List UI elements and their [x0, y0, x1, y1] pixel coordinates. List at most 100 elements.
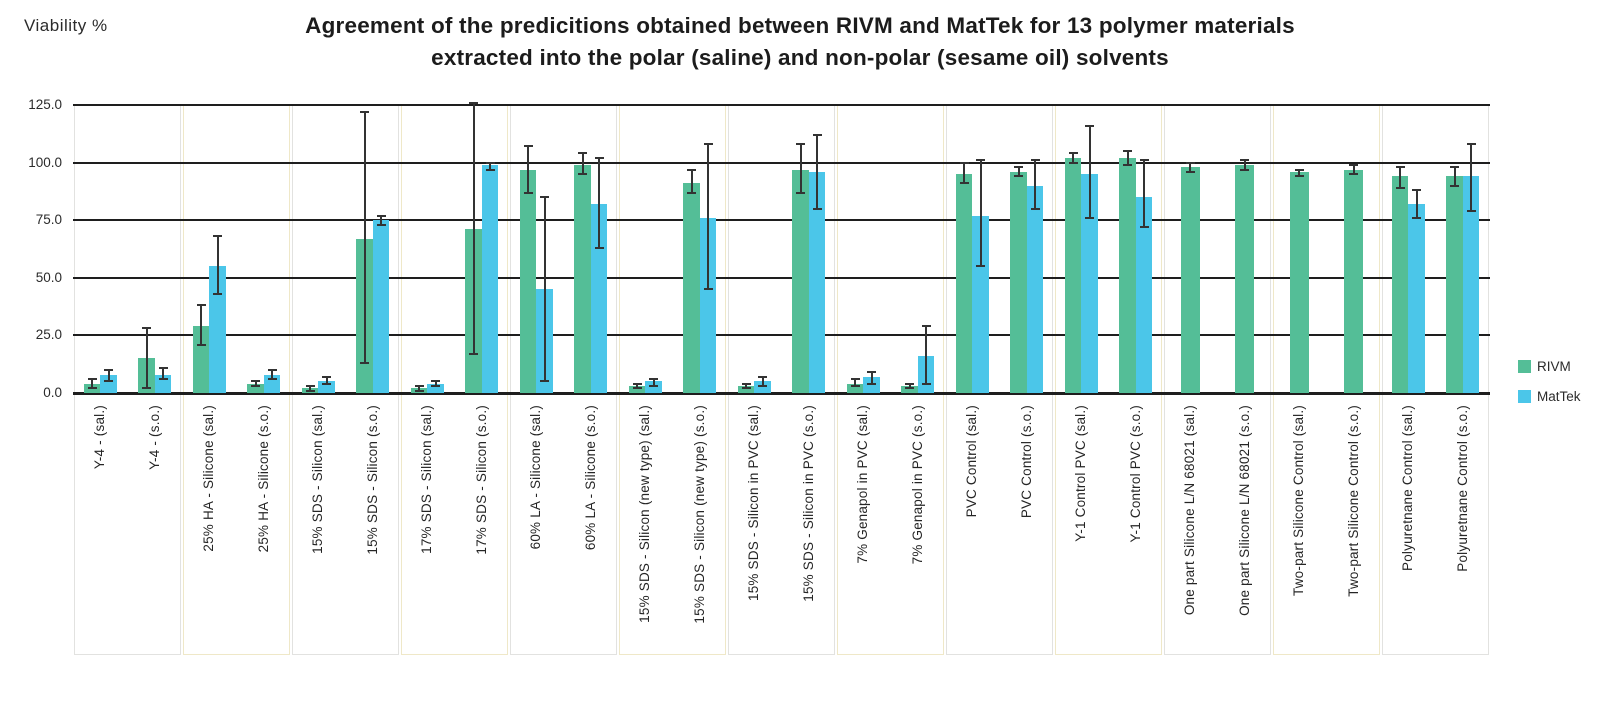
bar-mattek	[1135, 197, 1153, 393]
x-category-label: 7% Genapol in PVC (s.o.)	[909, 405, 925, 565]
error-bar-cap	[196, 343, 206, 346]
error-bar	[745, 383, 747, 389]
error-bar-cap	[976, 265, 985, 268]
error-bar-cap	[469, 101, 478, 104]
gridline	[73, 161, 1490, 164]
error-bar	[1415, 190, 1418, 218]
bar-rivm	[1180, 167, 1200, 393]
bar-rivm	[683, 183, 700, 393]
error-bar-cap	[703, 288, 713, 291]
error-bar-cap	[1450, 166, 1459, 169]
bar-rivm	[1289, 171, 1309, 393]
error-bar	[145, 328, 148, 389]
bar-mattek	[972, 215, 989, 393]
error-bar-cap	[1030, 207, 1040, 210]
rivm-swatch-icon	[1518, 360, 1531, 373]
error-bar-cap	[305, 389, 315, 392]
error-bar	[325, 376, 328, 384]
error-bar-cap	[921, 325, 931, 328]
y-tick-label: 100.0	[28, 154, 62, 170]
x-category-label: 25% HA - Silicone (sal.)	[201, 405, 217, 552]
error-bar	[761, 376, 764, 387]
error-bar	[418, 386, 420, 391]
error-bar-cap	[741, 387, 751, 390]
error-bar	[1189, 162, 1192, 172]
bar-mattek	[427, 383, 444, 393]
bar-mattek	[699, 217, 717, 393]
error-bar-cap	[142, 387, 151, 390]
bar-mattek	[100, 374, 117, 393]
error-bar	[271, 369, 273, 380]
error-bar	[581, 153, 584, 175]
x-category-label: 15% SDS - Silicon (new type) (sal.)	[637, 405, 653, 623]
error-bar	[963, 162, 965, 184]
error-bar-cap	[687, 168, 696, 171]
error-bar-cap	[251, 385, 260, 388]
legend-label-rivm: RIVM	[1537, 359, 1571, 374]
bar-rivm	[792, 169, 809, 393]
error-bar	[543, 197, 546, 382]
error-bar	[979, 160, 982, 267]
gridline	[73, 219, 1490, 222]
error-bar-cap	[1395, 186, 1405, 189]
error-bar-cap	[158, 378, 168, 381]
x-category-label: Y-1 Control PVC (sal.)	[1073, 405, 1089, 542]
x-category-label: Polyuretnane Control (s.o.)	[1454, 405, 1470, 572]
error-bar	[636, 383, 638, 389]
error-bar-cap	[1068, 161, 1078, 164]
bar-rivm	[955, 174, 973, 393]
x-category-label: 25% HA - Silicone (s.o.)	[255, 405, 271, 553]
bar-mattek	[372, 220, 390, 393]
error-bar-cap	[959, 182, 969, 185]
bar-mattek	[1026, 185, 1044, 393]
error-bar-cap	[758, 375, 767, 378]
y-tick-label: 25.0	[35, 327, 62, 343]
error-bar-cap	[523, 191, 533, 194]
error-bar-cap	[1139, 226, 1149, 229]
error-bar-cap	[540, 380, 549, 383]
error-bar	[1399, 167, 1401, 188]
error-bar-cap	[850, 385, 860, 388]
bar-mattek	[1408, 204, 1425, 393]
error-bar-cap	[376, 214, 386, 217]
bar-rivm	[574, 164, 591, 393]
x-category-label: Y-4 - (s.o.)	[146, 405, 162, 470]
error-bar-cap	[703, 143, 713, 146]
error-bar-cap	[1123, 163, 1132, 166]
error-bar-cap	[1139, 159, 1149, 162]
x-category-label: Polyuretnane Control (sal.)	[1400, 405, 1416, 571]
error-bar-cap	[905, 382, 914, 385]
error-bar	[309, 386, 311, 391]
legend-label-mattek: MatTek	[1537, 389, 1581, 404]
legend-item-mattek: MatTek	[1518, 389, 1581, 404]
bar-mattek	[590, 204, 608, 393]
error-bar	[91, 379, 93, 389]
error-bar-cap	[649, 385, 658, 388]
bar-rivm	[901, 386, 918, 393]
x-category-label: PVC Control (s.o.)	[1018, 405, 1034, 519]
error-bar-cap	[104, 380, 113, 383]
error-bar-cap	[1085, 124, 1094, 127]
error-bar	[816, 134, 818, 209]
error-bar-cap	[578, 173, 587, 176]
error-bar	[707, 144, 709, 290]
bar-rivm	[628, 386, 646, 393]
error-bar-cap	[796, 143, 805, 146]
error-bar	[1352, 164, 1355, 175]
error-bar-cap	[1349, 163, 1359, 166]
error-bar-cap	[267, 378, 277, 381]
error-bar-cap	[1412, 189, 1421, 192]
error-bar-cap	[431, 380, 440, 383]
error-bar-cap	[812, 207, 822, 210]
error-bar-cap	[414, 385, 424, 388]
mattek-swatch-icon	[1518, 390, 1531, 403]
error-bar	[1126, 151, 1129, 165]
error-bar	[925, 326, 927, 384]
error-bar-cap	[142, 327, 151, 330]
x-category-label: Y-4 - (sal.)	[92, 405, 108, 470]
x-category-label: 15% SDS - Silicon (s.o.)	[364, 405, 380, 555]
x-category-label: 17% SDS - Silicon (sal.)	[419, 405, 435, 554]
y-tick-label: 125.0	[28, 97, 62, 112]
error-bar	[854, 379, 856, 387]
